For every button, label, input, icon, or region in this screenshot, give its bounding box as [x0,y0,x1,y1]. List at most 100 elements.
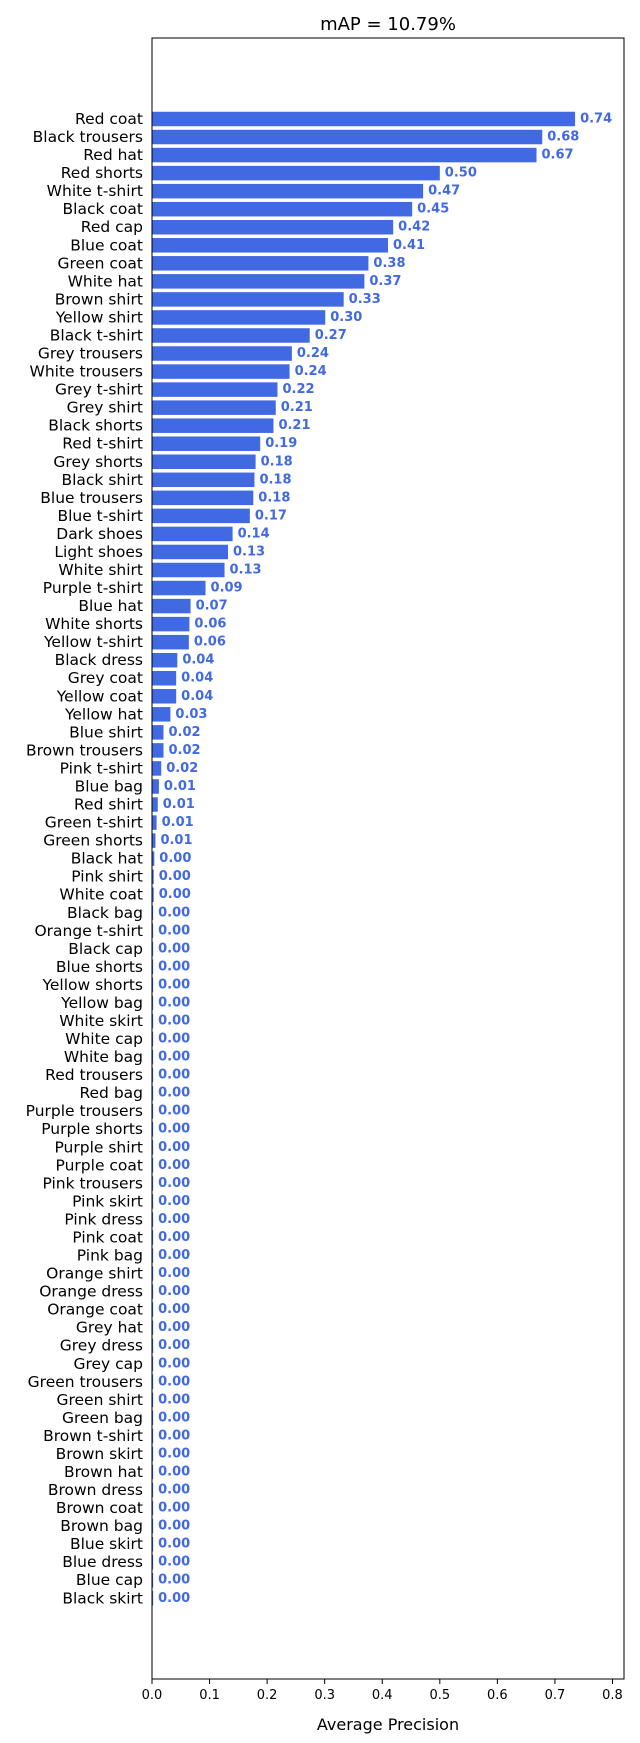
bar [152,707,171,722]
bar [152,616,190,632]
bar [152,147,537,163]
value-label: 0.00 [158,905,190,920]
bar [152,1446,154,1462]
bar [152,346,292,361]
bar [152,1428,154,1444]
value-label: 0.00 [158,1176,190,1191]
value-label: 0.00 [158,959,190,974]
category-label: White shorts [45,615,143,633]
value-label: 0.18 [258,490,290,505]
bar [152,1500,154,1516]
bar [152,400,276,415]
bar [152,201,413,217]
category-label: Green trousers [28,1373,143,1391]
category-label: Blue trousers [40,489,143,507]
bar [152,1176,154,1191]
value-label: 0.18 [261,454,293,469]
category-label: Pink dress [64,1210,143,1228]
category-label: Blue t-shirt [57,507,143,525]
category-label: Grey hat [76,1319,143,1337]
category-label: Black t-shirt [50,326,143,344]
category-label: Red shorts [61,164,143,182]
bar [152,1121,154,1137]
bar [152,310,326,325]
category-label: Pink coat [72,1228,143,1246]
value-label: 0.00 [158,1032,190,1047]
value-label: 0.00 [158,941,190,956]
bar [152,1194,154,1209]
value-label: 0.00 [158,1501,190,1516]
value-label: 0.68 [547,130,579,145]
value-label: 0.24 [295,364,327,379]
chart-title: mAP = 10.79% [320,14,456,35]
x-tick-label: 0.5 [429,1688,450,1703]
value-label: 0.00 [159,887,191,902]
value-label: 0.00 [158,1537,190,1552]
bar [152,436,261,451]
category-label: Orange dress [39,1283,143,1301]
value-label: 0.00 [158,1320,190,1335]
value-label: 0.04 [181,671,213,686]
category-label: Blue shorts [56,958,143,976]
bar [152,292,344,307]
bar [152,1103,154,1119]
category-label: Blue bag [75,777,143,795]
category-label: Green shirt [56,1391,143,1409]
value-label: 0.06 [194,635,226,650]
category-label: Black coat [63,200,143,218]
bar [152,1536,154,1552]
x-tick-label: 0.0 [142,1688,163,1703]
category-label: Red bag [79,1084,143,1102]
plot-frame [151,37,625,1680]
category-label: Yellow coat [56,687,143,705]
category-label: Grey shorts [53,453,143,471]
value-label: 0.41 [393,238,425,253]
value-label: 0.00 [159,869,191,884]
value-label: 0.00 [158,1338,190,1353]
category-label: Yellow t-shirt [43,633,143,651]
bar [152,111,576,127]
x-axis: 0.0 0.1 0.2 0.3 0.4 0.5 0.6 0.7 0.8 [142,1679,623,1703]
bar [152,1356,154,1372]
category-label: White cap [65,1030,143,1048]
bar [152,977,154,993]
value-label: 0.00 [158,1410,190,1425]
category-label: Grey shirt [67,399,143,417]
value-label: 0.74 [580,112,612,127]
category-label: Blue coat [70,236,143,254]
category-label: Red hat [83,146,143,164]
value-label: 0.42 [398,220,430,235]
category-label: Black cap [68,940,143,958]
value-label: 0.00 [158,1158,190,1173]
bar [152,1248,154,1263]
category-label: Brown coat [56,1499,143,1517]
category-label: Grey t-shirt [55,381,143,399]
category-label: White t-shirt [47,182,143,200]
bar [152,833,156,848]
bar [152,851,155,866]
category-label: Orange shirt [46,1265,143,1283]
bar [152,274,365,289]
bar [152,382,278,397]
bar [152,580,206,596]
bar [152,490,254,506]
category-label: White skirt [59,1012,143,1030]
bar [152,1212,154,1227]
category-label: Brown dress [48,1481,143,1499]
category-label: Yellow hat [64,705,143,723]
category-label: Yellow shirt [55,308,143,326]
category-label: Brown hat [64,1463,143,1481]
category-label: Grey trousers [38,345,143,363]
category-label: Blue dress [62,1553,143,1571]
value-label: 0.00 [158,1050,190,1065]
bar [152,165,440,181]
category-label: Pink bag [77,1247,143,1265]
bar [152,1284,154,1299]
category-label: Grey cap [73,1355,143,1373]
bar [152,779,159,794]
value-label: 0.00 [158,1104,190,1119]
bar [152,905,154,921]
category-label: Purple shorts [41,1120,143,1138]
value-label: 0.00 [158,1392,190,1407]
bar [152,1591,154,1606]
